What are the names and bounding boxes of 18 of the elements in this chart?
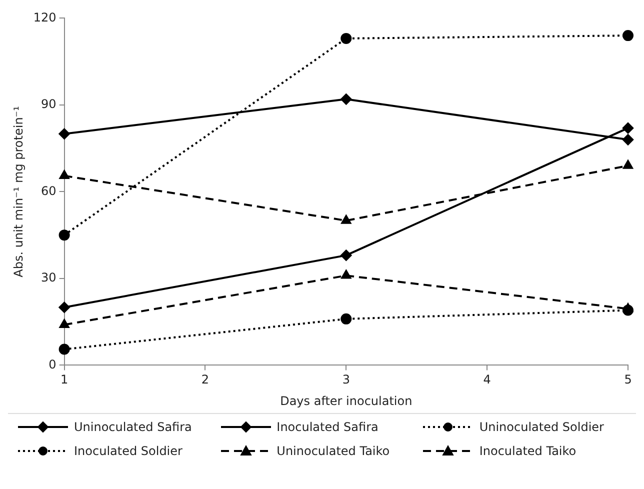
legend-label: Uninoculated Soldier	[479, 420, 604, 434]
x-tick-label: 1	[60, 372, 68, 387]
legend-label: Uninoculated Taiko	[276, 444, 390, 458]
y-tick-label: 0	[48, 357, 56, 372]
y-axis-title: Abs. unit min⁻¹ mg protein⁻¹	[11, 106, 26, 278]
y-tick-label: 120	[33, 10, 56, 24]
legend-label: Inoculated Safira	[276, 420, 378, 434]
legend-label: Uninoculated Safira	[74, 420, 192, 434]
legend-label: Inoculated Soldier	[74, 444, 182, 458]
x-tick-label: 3	[342, 372, 350, 387]
y-tick-label: 90	[41, 97, 56, 112]
x-tick-label: 2	[201, 372, 210, 387]
y-tick-label: 30	[41, 270, 56, 285]
x-axis-title: Days after inoculation	[280, 394, 412, 408]
x-tick-label: 5	[624, 372, 632, 387]
y-tick-label: 60	[41, 184, 56, 198]
legend-label: Inoculated Taiko	[479, 444, 576, 458]
x-tick-label: 4	[483, 372, 491, 387]
